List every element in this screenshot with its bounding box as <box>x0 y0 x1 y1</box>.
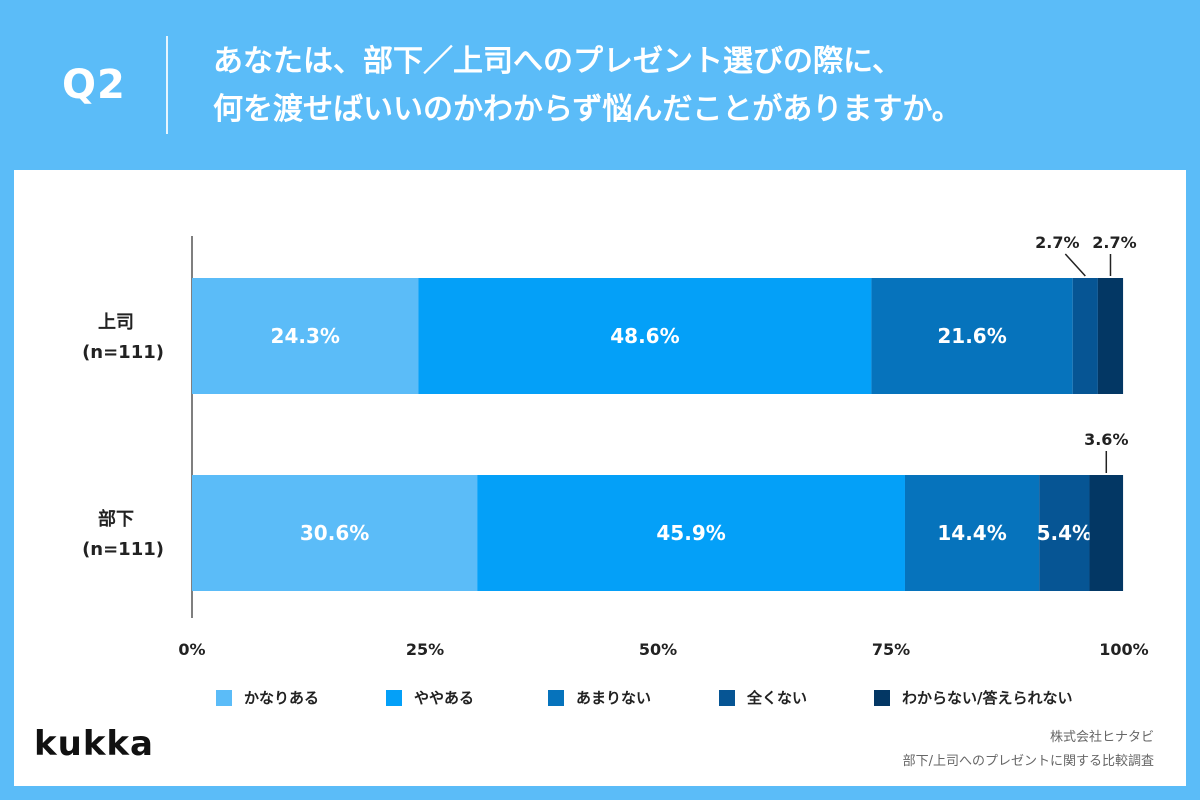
source-note: 株式会社ヒナタビ 部下/上司へのプレゼントに関する比較調査 <box>903 726 1154 774</box>
legend-label: 全くない <box>747 689 808 707</box>
bar-segment <box>1072 278 1098 394</box>
question-title-line-2: 何を渡せばいいのかわからず悩んだことがありますか。 <box>213 92 962 127</box>
category-label: 上司 <box>98 312 134 333</box>
brand-logo: kukka <box>34 724 154 764</box>
x-tick-label: 50% <box>639 640 677 659</box>
x-tick-label: 25% <box>406 640 444 659</box>
bar-segment <box>477 475 905 591</box>
source-company: 株式会社ヒナタビ <box>1049 730 1154 745</box>
data-label: 30.6% <box>300 521 369 545</box>
category-sublabel: (n=111) <box>82 539 164 560</box>
question-number: Q2 <box>62 62 126 108</box>
legend-label: わからない/答えられない <box>902 689 1073 707</box>
legend-swatch <box>216 690 232 706</box>
bar-segment <box>418 278 872 394</box>
legend-label: あまりない <box>576 689 652 707</box>
data-label: 21.6% <box>937 324 1006 348</box>
x-tick-label: 75% <box>872 640 910 659</box>
legend-swatch <box>548 690 564 706</box>
data-label-callout: 3.6% <box>1084 430 1128 449</box>
bar-segment <box>1089 475 1124 591</box>
data-label: 5.4% <box>1037 521 1092 545</box>
data-label: 14.4% <box>937 521 1006 545</box>
data-label-callout: 2.7% <box>1092 233 1136 252</box>
category-sublabel: (n=111) <box>82 342 164 363</box>
legend-swatch <box>386 690 402 706</box>
x-tick-label: 0% <box>178 640 205 659</box>
legend-swatch <box>874 690 890 706</box>
category-label: 部下 <box>98 508 134 530</box>
data-label: 45.9% <box>656 521 725 545</box>
chart-legend: かなりある ややある あまりない 全くない わからない/答えられない <box>14 686 1186 710</box>
legend-swatch <box>719 690 735 706</box>
bar-segment <box>871 278 1073 394</box>
data-label: 24.3% <box>271 324 340 348</box>
stacked-bar-chart: 0% 25% 50% 75% 100% 上司 (n=111) 24.3% 48.6% 21.6% 2… <box>82 233 1149 659</box>
question-title-line-1: あなたは、部下／上司へのプレゼント選びの際に、 <box>213 44 903 79</box>
bar-segment <box>192 278 419 394</box>
chart-panel: 0% 25% 50% 75% 100% 上司 (n=111) 24.3% 48.6% 21.6% 2… <box>14 170 1186 786</box>
header-divider <box>166 36 168 134</box>
bar-segment <box>192 475 478 591</box>
question-title: あなたは、部下／上司へのプレゼント選びの際に、 何を渡せばいいのかわからず悩んだ… <box>213 38 1173 134</box>
header: Q2 あなたは、部下／上司へのプレゼント選びの際に、 何を渡せばいいのかわからず… <box>0 0 1200 170</box>
bar-segment <box>1097 278 1124 394</box>
legend-label: ややある <box>414 689 475 707</box>
data-label: 48.6% <box>610 324 679 348</box>
data-label-callout: 2.7% <box>1035 233 1079 252</box>
source-survey: 部下/上司へのプレゼントに関する比較調査 <box>902 754 1154 769</box>
bar-segment <box>904 475 1040 591</box>
legend-label: かなりある <box>244 689 320 707</box>
bar-segment <box>1039 475 1090 591</box>
x-tick-label: 100% <box>1099 640 1148 659</box>
callout-line <box>1064 253 1086 277</box>
